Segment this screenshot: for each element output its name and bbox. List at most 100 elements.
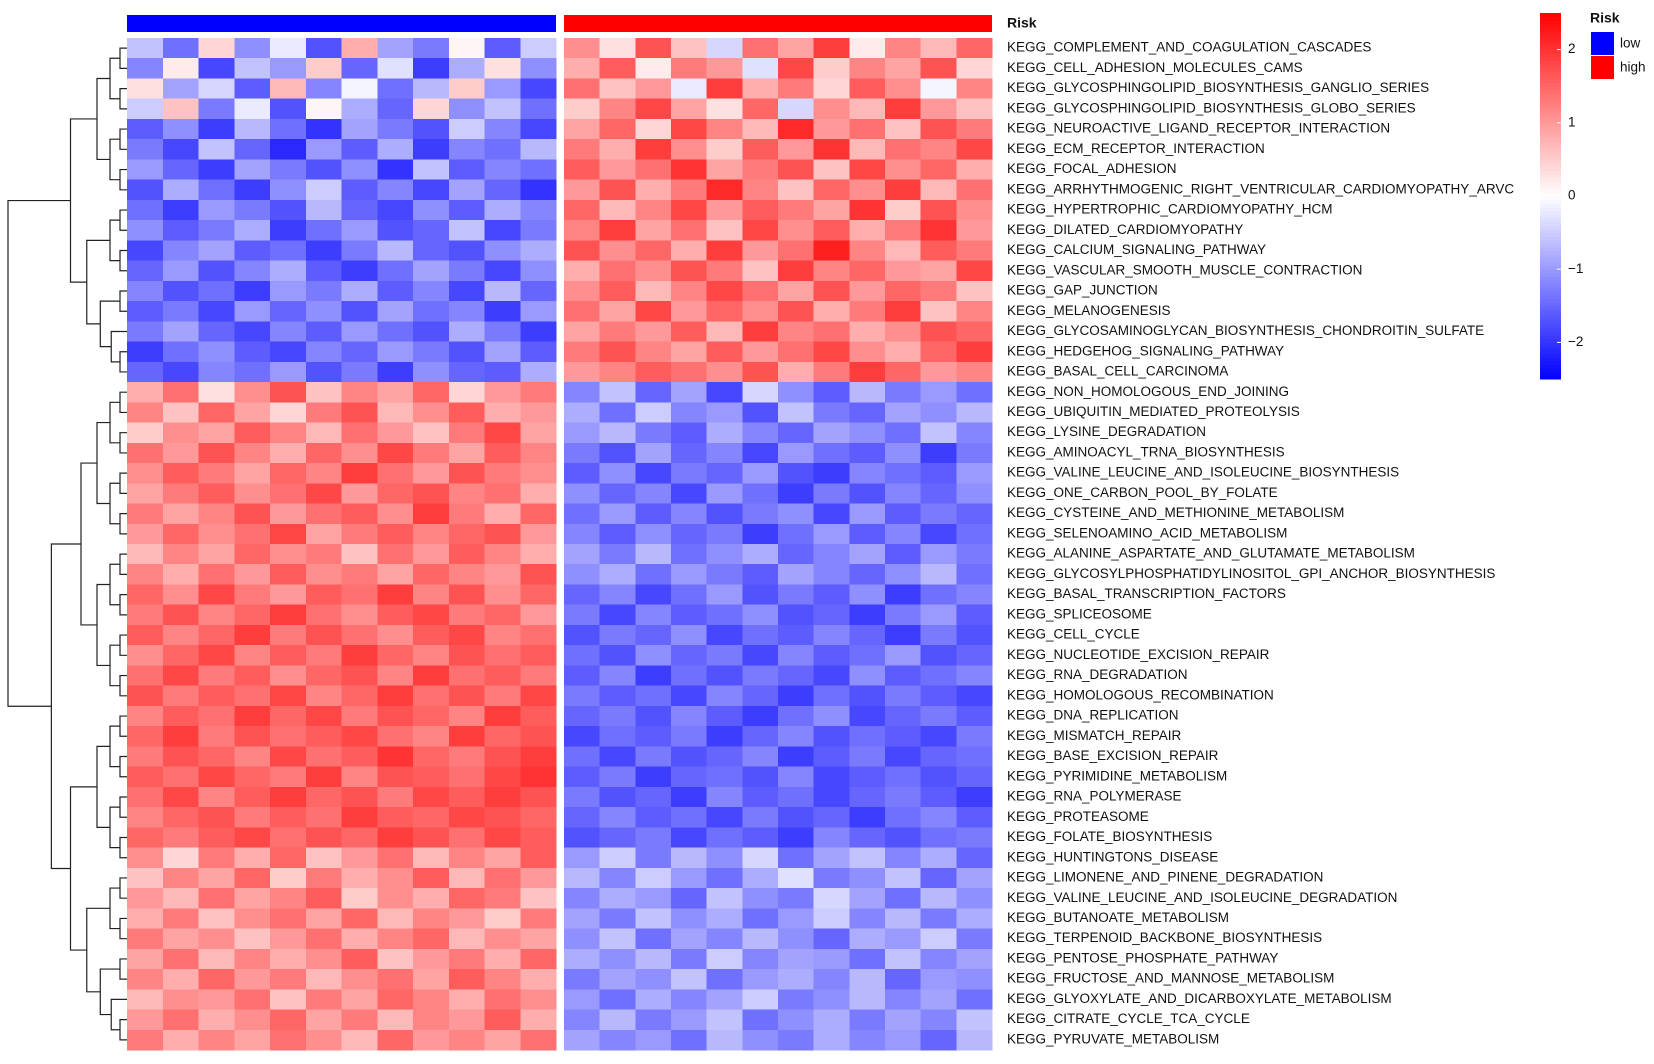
heatmap-cell: [162, 402, 199, 423]
heatmap-cell: [813, 321, 850, 342]
heatmap-cell: [956, 544, 993, 565]
colorbar-segment: [1540, 272, 1561, 278]
heatmap-cell: [742, 179, 779, 201]
heatmap-cell: [956, 705, 993, 727]
heatmap-cell: [162, 928, 199, 950]
heatmap-cell: [305, 989, 342, 1010]
colorbar-segment: [1540, 206, 1561, 212]
heatmap-cell: [484, 624, 521, 646]
heatmap-cell: [127, 766, 164, 788]
row-label: KEGG_GLYOXYLATE_AND_DICARBOXYLATE_METABO…: [1007, 991, 1392, 1006]
colorbar-segment: [1540, 196, 1561, 201]
heatmap-cell: [920, 260, 957, 282]
heatmap-cell: [564, 260, 601, 282]
heatmap-cell: [920, 503, 957, 525]
heatmap-cell: [564, 705, 601, 727]
colorbar-tick-label: 0: [1568, 188, 1576, 203]
heatmap-cell: [127, 665, 164, 687]
heatmap-cell: [234, 786, 271, 808]
row-label: KEGG_VALINE_LEUCINE_AND_ISOLEUCINE_DEGRA…: [1007, 890, 1397, 905]
heatmap-cell: [849, 341, 886, 363]
legend-title: Risk: [1590, 10, 1620, 26]
heatmap-cell: [377, 746, 414, 768]
heatmap-cell: [564, 867, 601, 889]
heatmap-cell: [377, 1029, 414, 1051]
heatmap-cell: [484, 867, 521, 889]
heatmap-cell: [270, 179, 307, 201]
heatmap-cell: [127, 544, 164, 565]
annotation-bar: [564, 15, 992, 32]
heatmap-cell: [305, 766, 342, 788]
heatmap-cell: [198, 523, 235, 545]
heatmap-cell: [305, 382, 342, 403]
heatmap-cell: [849, 78, 886, 100]
heatmap-cell: [671, 463, 708, 484]
dendrogram-branch: [99, 300, 120, 348]
heatmap-cell: [742, 341, 779, 363]
heatmap-cell: [706, 584, 743, 606]
heatmap-cell: [127, 260, 164, 282]
row-label: KEGG_FOCAL_ADHESION: [1007, 161, 1177, 176]
heatmap-cell: [849, 38, 886, 59]
heatmap-cell: [484, 564, 521, 585]
heatmap-cell: [305, 827, 342, 848]
heatmap-cell: [742, 746, 779, 768]
heatmap-cell: [270, 645, 307, 666]
heatmap-cell: [305, 159, 342, 181]
heatmap-cell: [849, 301, 886, 322]
heatmap-cell: [127, 827, 164, 848]
heatmap-cell: [778, 442, 815, 464]
heatmap-cell: [849, 483, 886, 504]
legend-swatch: [1591, 56, 1614, 79]
row-label: KEGG_CITRATE_CYCLE_TCA_CYCLE: [1007, 1011, 1250, 1026]
heatmap-cell: [564, 786, 601, 808]
heatmap-cell: [564, 847, 601, 869]
heatmap-cell: [234, 341, 271, 363]
heatmap-cell: [162, 483, 199, 504]
row-label: KEGG_UBIQUITIN_MEDIATED_PROTEOLYSIS: [1007, 404, 1300, 419]
heatmap-cell: [564, 280, 601, 302]
heatmap-cell: [635, 948, 672, 970]
heatmap-cell: [520, 98, 557, 120]
heatmap-cell: [706, 726, 743, 747]
row-label: KEGG_BASAL_TRANSCRIPTION_FACTORS: [1007, 586, 1286, 601]
heatmap-cell: [162, 321, 199, 342]
heatmap-cell: [162, 139, 199, 160]
heatmap-cell: [198, 908, 235, 929]
colorbar-segment: [1540, 97, 1561, 102]
heatmap-cell: [813, 766, 850, 788]
heatmap-cell: [849, 260, 886, 282]
heatmap-cell: [849, 463, 886, 484]
dendrogram-branch: [119, 351, 127, 373]
heatmap-cell: [341, 58, 378, 79]
heatmap-cell: [956, 665, 993, 687]
heatmap-cell: [920, 341, 957, 363]
heatmap-cell: [162, 301, 199, 322]
heatmap-cell: [448, 726, 485, 747]
heatmap-cell: [742, 98, 779, 120]
heatmap-cell: [377, 199, 414, 221]
heatmap-cell: [849, 807, 886, 828]
colorbar-segment: [1540, 152, 1561, 157]
heatmap-cell: [813, 361, 850, 383]
heatmap-cell: [813, 483, 850, 504]
heatmap-cell: [956, 888, 993, 909]
heatmap-cell: [599, 220, 636, 241]
heatmap-cell: [671, 827, 708, 848]
heatmap-cell: [849, 240, 886, 262]
heatmap-cell: [127, 280, 164, 302]
heatmap-cell: [849, 746, 886, 768]
heatmap-cell: [956, 118, 993, 140]
colorbar-segment: [1540, 327, 1561, 332]
heatmap-cell: [706, 199, 743, 221]
heatmap-cell: [413, 645, 450, 666]
heatmap-cell: [127, 948, 164, 970]
heatmap-cell: [706, 321, 743, 342]
heatmap-cell: [813, 665, 850, 687]
heatmap-cell: [341, 442, 378, 464]
heatmap-cell: [377, 908, 414, 929]
heatmap-cell: [885, 179, 922, 201]
row-label: KEGG_COMPLEMENT_AND_COAGULATION_CASCADES: [1007, 40, 1371, 55]
colorbar-segment: [1540, 305, 1561, 310]
heatmap-cell: [706, 969, 743, 990]
